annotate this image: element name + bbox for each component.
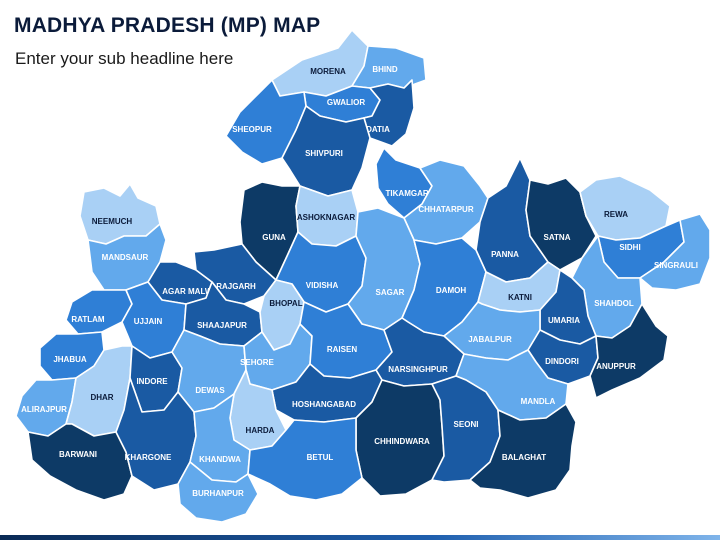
district-label-jhabua: JHABUA xyxy=(53,355,87,364)
district-label-khargone: KHARGONE xyxy=(125,453,172,462)
district-label-sidhi: SIDHI xyxy=(619,243,640,252)
district-label-satna: SATNA xyxy=(544,233,571,242)
district-label-dindori: DINDORI xyxy=(545,357,579,366)
district-label-gwalior: GWALIOR xyxy=(327,98,365,107)
district-label-chhatarpur: CHHATARPUR xyxy=(418,205,473,214)
district-label-shivpuri: SHIVPURI xyxy=(305,149,343,158)
district-label-balaghat: BALAGHAT xyxy=(502,453,546,462)
district-burhanpur[interactable]: BURHANPUR xyxy=(177,461,259,523)
district-betul[interactable]: BETUL xyxy=(247,417,363,501)
district-label-shaajapur: SHAAJAPUR xyxy=(197,321,247,330)
district-label-seoni: SEONI xyxy=(454,420,479,429)
district-label-dewas: DEWAS xyxy=(195,386,225,395)
district-label-betul: BETUL xyxy=(307,453,334,462)
district-label-tikamgarh: TIKAMGARH xyxy=(386,189,435,198)
district-label-harda: HARDA xyxy=(246,426,275,435)
district-mandsaur[interactable]: MANDSAUR xyxy=(87,223,167,291)
district-label-jabalpur: JABALPUR xyxy=(468,335,512,344)
district-label-burhanpur: BURHANPUR xyxy=(192,489,244,498)
district-label-vidisha: VIDISHA xyxy=(306,281,339,290)
district-label-barwani: BARWANI xyxy=(59,450,97,459)
district-label-ujjain: UJJAIN xyxy=(134,317,163,326)
district-label-alirajpur: ALIRAJPUR xyxy=(21,405,67,414)
district-label-bhind: BHIND xyxy=(372,65,398,74)
district-label-guna: GUNA xyxy=(262,233,286,242)
district-label-sehore: SEHORE xyxy=(240,358,274,367)
district-label-bhopal: BHOPAL xyxy=(269,299,302,308)
footer-accent-bar xyxy=(0,535,720,540)
district-label-ratlam: RATLAM xyxy=(71,315,105,324)
district-label-shahdol: SHAHDOL xyxy=(594,299,634,308)
district-satna[interactable]: SATNA xyxy=(525,177,597,271)
district-label-narsinghpur: NARSINGHPUR xyxy=(388,365,448,374)
district-label-khandwa: KHANDWA xyxy=(199,455,241,464)
district-label-hoshangabad: HOSHANGABAD xyxy=(292,400,356,409)
district-label-mandla: MANDLA xyxy=(521,397,556,406)
district-label-anuppur: ANUPPUR xyxy=(596,362,636,371)
district-label-sagar: SAGAR xyxy=(376,288,405,297)
district-barwani[interactable]: BARWANI xyxy=(27,423,133,501)
district-label-indore: INDORE xyxy=(136,377,168,386)
district-label-damoh: DAMOH xyxy=(436,286,466,295)
district-label-sheopur: SHEOPUR xyxy=(232,125,272,134)
district-label-chhindwara: CHHINDWARA xyxy=(374,437,430,446)
district-label-raisen: RAISEN xyxy=(327,345,357,354)
page-title: MADHYA PRADESH (MP) MAP xyxy=(14,14,321,37)
district-label-singrauli: SINGRAULI xyxy=(654,261,698,270)
district-balaghat[interactable]: BALAGHAT xyxy=(469,403,577,499)
district-label-rewa: REWA xyxy=(604,210,628,219)
district-label-umaria: UMARIA xyxy=(548,316,580,325)
district-label-ashoknagar: ASHOKNAGAR xyxy=(297,213,355,222)
district-label-datia: DATIA xyxy=(366,125,390,134)
district-datia[interactable]: DATIA xyxy=(363,79,415,147)
district-ashoknagar[interactable]: ASHOKNAGAR xyxy=(295,185,359,247)
district-label-rajgarh: RAJGARH xyxy=(216,282,256,291)
district-ratlam[interactable]: RATLAM xyxy=(65,289,133,335)
district-singrauli[interactable]: SINGRAULI xyxy=(639,213,711,291)
district-label-katni: KATNI xyxy=(508,293,532,302)
district-sheopur[interactable]: SHEOPUR xyxy=(225,79,307,165)
district-label-panna: PANNA xyxy=(491,250,519,259)
district-label-agar-malwa: AGAR MALWA xyxy=(162,287,218,296)
district-label-mandsaur: MANDSAUR xyxy=(102,253,149,262)
district-label-neemuch: NEEMUCH xyxy=(92,217,133,226)
district-anuppur[interactable]: ANUPPUR xyxy=(589,303,669,399)
district-label-dhar: DHAR xyxy=(90,393,113,402)
page-subtitle: Enter your sub headline here xyxy=(15,49,234,68)
district-label-morena: MORENA xyxy=(310,67,346,76)
